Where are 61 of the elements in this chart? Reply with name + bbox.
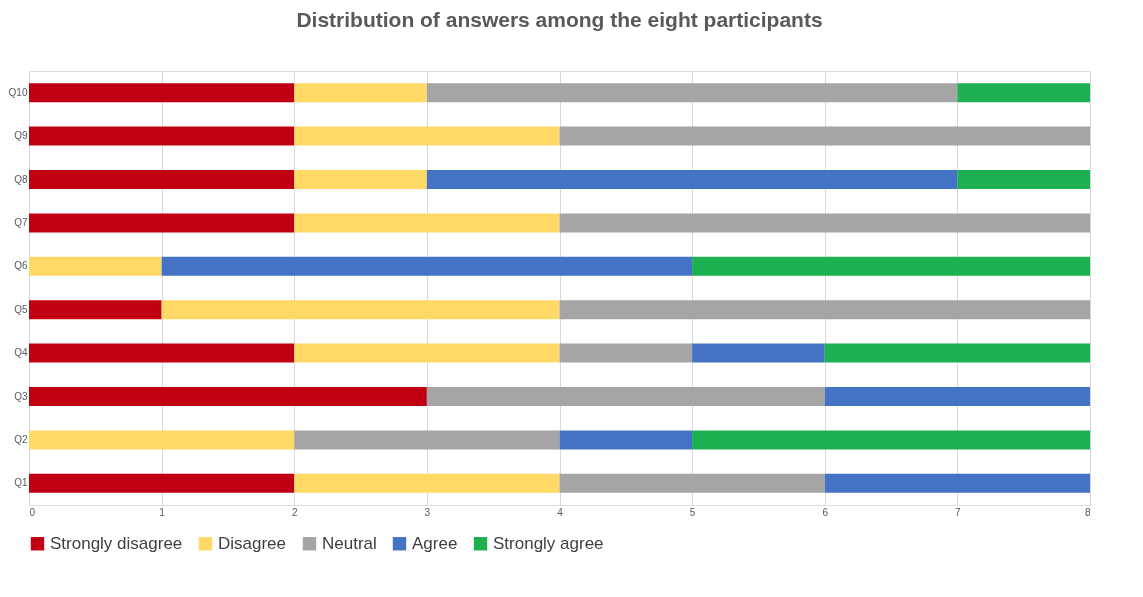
y-tick-label: Q5 [14, 303, 28, 315]
bar [29, 83, 295, 103]
bar [824, 343, 1090, 363]
bar [294, 213, 560, 233]
bar [294, 170, 427, 189]
bar [29, 387, 427, 406]
legend-label: Neutral [322, 533, 377, 553]
bar [161, 300, 560, 320]
bar [957, 170, 1090, 189]
bar [29, 256, 162, 276]
legend-label: Disagree [218, 533, 287, 553]
bar [294, 343, 560, 363]
bar [559, 473, 825, 493]
y-tick-label: Q7 [14, 216, 28, 228]
bar [559, 343, 693, 363]
x-tick-label: 8 [1084, 506, 1091, 518]
bar [824, 387, 1090, 406]
y-tick-label: Q2 [14, 433, 28, 445]
legend-label: Strongly agree [493, 533, 604, 553]
legend-label: Strongly disagree [50, 533, 183, 553]
y-tick-label: Q8 [14, 173, 28, 185]
x-tick-label: 6 [822, 506, 829, 518]
x-tick-label: 2 [291, 506, 298, 518]
x-tick-label: 0 [29, 506, 36, 518]
bar [426, 83, 958, 103]
bar [294, 83, 427, 103]
bar [559, 213, 1090, 233]
x-tick-label: 1 [159, 506, 166, 518]
bar [29, 473, 295, 493]
bar [294, 126, 560, 146]
y-tick-label: Q9 [14, 130, 28, 142]
legend-label: Agree [412, 533, 458, 553]
y-tick-label: Q3 [14, 390, 28, 402]
bar [29, 300, 162, 320]
x-tick-label: 3 [424, 506, 431, 518]
bar [559, 300, 1090, 320]
x-tick-label: 4 [557, 506, 564, 518]
y-tick-label: Q4 [14, 347, 28, 359]
bar [692, 430, 1090, 450]
bar [559, 430, 693, 450]
bar [294, 473, 560, 493]
bar [426, 387, 825, 406]
bar [29, 213, 295, 233]
bar [29, 430, 295, 450]
y-tick-label: Q1 [14, 477, 28, 489]
y-tick-label: Q10 [8, 86, 28, 98]
bar [559, 126, 1090, 146]
bar [29, 126, 295, 146]
bar [957, 83, 1090, 103]
bar [824, 473, 1090, 493]
y-tick-label: Q6 [14, 260, 28, 272]
x-tick-label: 7 [955, 506, 962, 518]
bar [426, 170, 958, 189]
bar [161, 256, 693, 276]
x-tick-label: 5 [689, 506, 696, 518]
bar [294, 430, 560, 450]
bar [29, 170, 295, 189]
bar [29, 343, 295, 363]
bar [692, 343, 825, 363]
bar [692, 256, 1090, 276]
chart-title: Distribution of answers among the eight participants [296, 8, 823, 31]
